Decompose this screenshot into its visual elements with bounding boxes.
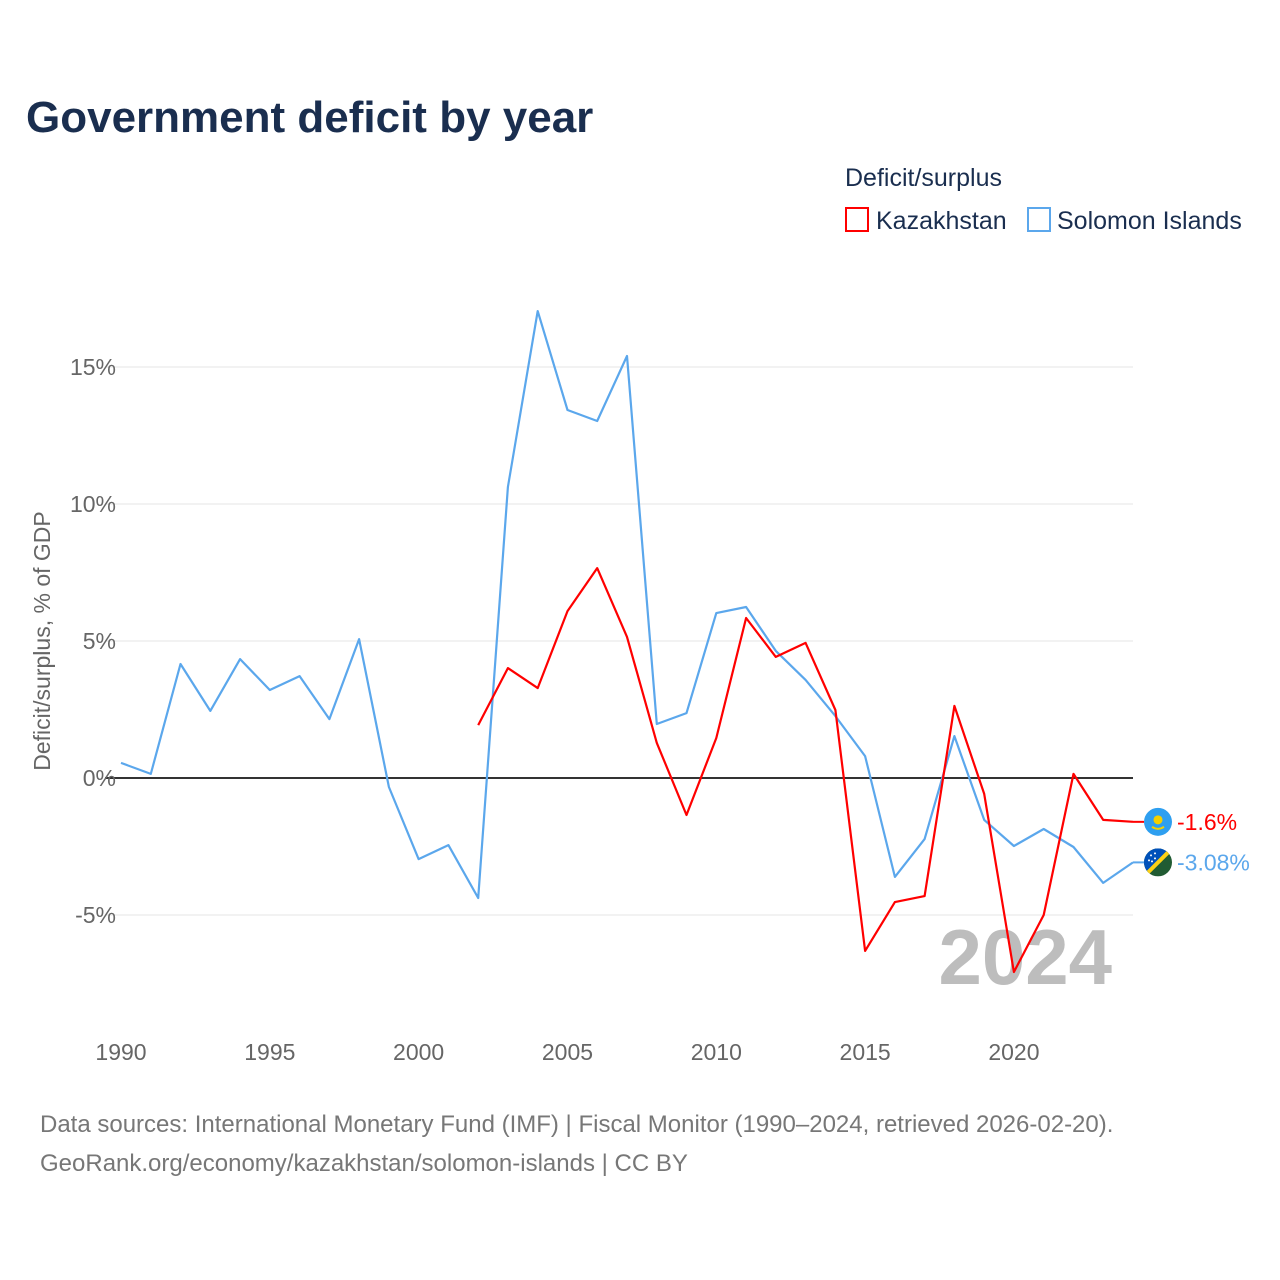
legend-item-kazakhstan[interactable]: Kazakhstan: [845, 207, 1007, 235]
data-point-solomon-islands[interactable]: [862, 753, 868, 759]
data-point-solomon-islands[interactable]: [118, 760, 124, 766]
legend-swatch-kazakhstan: [845, 207, 869, 232]
data-point-solomon-islands[interactable]: [386, 784, 392, 790]
data-point-solomon-islands[interactable]: [594, 418, 600, 424]
data-point-solomon-islands[interactable]: [1070, 844, 1076, 850]
data-point-kazakhstan[interactable]: [1041, 912, 1047, 918]
year-watermark: 2024: [938, 913, 1112, 1001]
solomon-islands-flag-icon: [1144, 848, 1172, 877]
data-point-solomon-islands[interactable]: [684, 710, 690, 716]
data-point-kazakhstan[interactable]: [624, 634, 630, 640]
end-label-kazakhstan: -1.6%: [1133, 807, 1237, 836]
data-point-kazakhstan[interactable]: [1011, 969, 1017, 975]
end-label-solomon-islands: -3.08%: [1133, 848, 1250, 877]
data-point-kazakhstan[interactable]: [505, 665, 511, 671]
legend-label-kazakhstan: Kazakhstan: [876, 207, 1007, 235]
data-point-solomon-islands[interactable]: [1100, 880, 1106, 886]
data-point-solomon-islands[interactable]: [505, 484, 511, 490]
data-point-solomon-islands[interactable]: [445, 842, 451, 848]
data-point-kazakhstan[interactable]: [862, 948, 868, 954]
data-point-kazakhstan[interactable]: [654, 740, 660, 746]
data-point-solomon-islands[interactable]: [178, 661, 184, 667]
data-point-solomon-islands[interactable]: [267, 687, 273, 693]
end-value-solomon-islands: -3.08%: [1177, 849, 1250, 875]
data-point-solomon-islands[interactable]: [535, 308, 541, 314]
data-point-kazakhstan[interactable]: [803, 640, 809, 646]
source-url[interactable]: GeoRank.org/economy/kazakhstan/solomon-i…: [40, 1150, 688, 1177]
data-point-kazakhstan[interactable]: [684, 812, 690, 818]
legend: Deficit/surplus Kazakhstan Solomon Islan…: [845, 164, 1242, 235]
chart-title: Government deficit by year: [26, 93, 593, 142]
data-point-kazakhstan[interactable]: [743, 615, 749, 621]
series: [118, 308, 1134, 975]
x-tick-label: 2015: [840, 1039, 891, 1065]
x-tick-label: 1990: [95, 1039, 146, 1065]
x-tick-label: 1995: [244, 1039, 295, 1065]
data-point-solomon-islands[interactable]: [981, 817, 987, 823]
data-point-kazakhstan[interactable]: [564, 608, 570, 614]
data-point-solomon-islands[interactable]: [564, 407, 570, 413]
x-tick-label: 2000: [393, 1039, 444, 1065]
data-point-kazakhstan[interactable]: [773, 654, 779, 660]
y-axis-label: Deficit/surplus, % of GDP: [29, 511, 55, 770]
legend-title: Deficit/surplus: [845, 164, 1002, 192]
flag-eagle: [1151, 825, 1165, 830]
data-point-solomon-islands[interactable]: [1041, 826, 1047, 832]
data-point-solomon-islands[interactable]: [356, 636, 362, 642]
data-point-solomon-islands[interactable]: [237, 656, 243, 662]
data-point-solomon-islands[interactable]: [475, 895, 481, 901]
data-point-kazakhstan[interactable]: [713, 735, 719, 741]
data-point-solomon-islands[interactable]: [297, 673, 303, 679]
y-ticks: -5% 0% 5% 10% 15%: [70, 354, 116, 928]
series-line-solomon-islands: [120, 310, 1134, 900]
data-point-solomon-islands[interactable]: [743, 604, 749, 610]
x-tick-label: 2005: [542, 1039, 593, 1065]
series-line-kazakhstan: [477, 566, 1134, 974]
grid: [105, 366, 1133, 916]
data-point-solomon-islands[interactable]: [326, 716, 332, 722]
end-labels: -1.6% -3.08%: [1133, 807, 1250, 877]
data-point-kazakhstan[interactable]: [535, 685, 541, 691]
data-point-solomon-islands[interactable]: [416, 856, 422, 862]
data-point-solomon-islands[interactable]: [1011, 843, 1017, 849]
data-point-kazakhstan[interactable]: [892, 899, 898, 905]
data-point-solomon-islands[interactable]: [951, 733, 957, 739]
legend-label-solomon-islands: Solomon Islands: [1057, 207, 1242, 235]
data-point-kazakhstan[interactable]: [981, 791, 987, 797]
data-point-solomon-islands[interactable]: [207, 708, 213, 714]
legend-item-solomon-islands[interactable]: Solomon Islands: [1027, 207, 1242, 235]
y-tick-label: 15%: [70, 354, 116, 380]
legend-swatch-solomon-islands: [1027, 207, 1051, 232]
data-point-kazakhstan[interactable]: [951, 703, 957, 709]
data-point-kazakhstan[interactable]: [1100, 817, 1106, 823]
data-point-solomon-islands[interactable]: [654, 721, 660, 727]
data-point-solomon-islands[interactable]: [803, 677, 809, 683]
data-point-kazakhstan[interactable]: [922, 893, 928, 899]
end-value-kazakhstan: -1.6%: [1177, 809, 1237, 835]
flag-sun: [1153, 815, 1163, 825]
y-tick-label: 0%: [83, 765, 116, 791]
y-tick-label: -5%: [75, 902, 116, 928]
y-tick-label: 10%: [70, 491, 116, 517]
source-text: Data sources: International Monetary Fun…: [40, 1111, 1113, 1138]
data-point-solomon-islands[interactable]: [922, 836, 928, 842]
data-point-kazakhstan[interactable]: [832, 707, 838, 713]
data-point-kazakhstan[interactable]: [475, 722, 481, 728]
data-point-kazakhstan[interactable]: [1070, 771, 1076, 777]
x-ticks: 1990 1995 2000 2005 2010 2015 2020: [95, 1039, 1039, 1065]
data-point-solomon-islands[interactable]: [892, 874, 898, 880]
data-point-kazakhstan[interactable]: [594, 565, 600, 571]
data-point-solomon-islands[interactable]: [624, 353, 630, 359]
x-tick-label: 2010: [691, 1039, 742, 1065]
data-point-solomon-islands[interactable]: [713, 610, 719, 616]
data-point-solomon-islands[interactable]: [148, 771, 154, 777]
x-tick-label: 2020: [988, 1039, 1039, 1065]
y-tick-label: 5%: [83, 628, 116, 654]
